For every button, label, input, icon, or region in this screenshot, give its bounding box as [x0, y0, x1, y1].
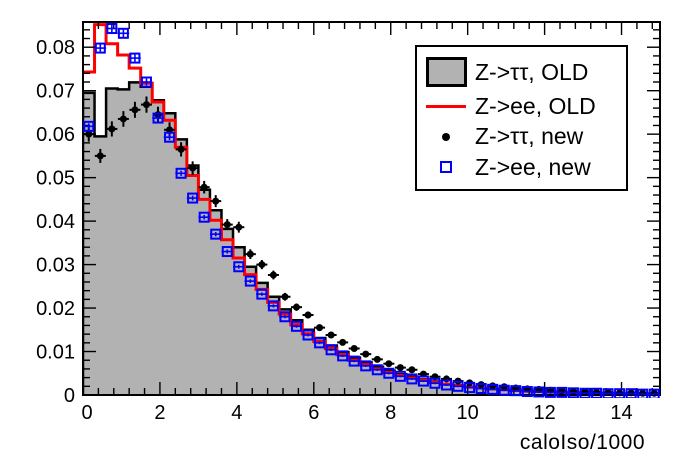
svg-text:12: 12	[533, 402, 555, 424]
svg-text:10: 10	[457, 402, 479, 424]
svg-text:4: 4	[231, 402, 242, 424]
svg-text:2: 2	[154, 402, 165, 424]
svg-text:0.06: 0.06	[36, 124, 75, 146]
svg-text:0.08: 0.08	[36, 37, 75, 59]
svg-text:0.07: 0.07	[36, 81, 75, 103]
svg-text:14: 14	[610, 402, 632, 424]
legend-label: Z->ee, OLD	[475, 92, 596, 119]
svg-text:0.05: 0.05	[36, 168, 75, 190]
svg-text:0.01: 0.01	[36, 342, 75, 364]
red-line-icon	[426, 104, 466, 108]
series-zee-new-markers	[82, 23, 661, 398]
legend-entry-ztt-old: Z->ττ, OLD	[417, 57, 626, 88]
legend-label: Z->ee, new	[475, 153, 591, 180]
legend-box: Z->ττ, OLD Z->ee, OLD Z->ττ, new Z->ee, …	[415, 45, 628, 191]
series-ztt-new-markers	[83, 96, 660, 397]
legend-entry-ztt-new: Z->ττ, new	[417, 125, 626, 148]
black-circle-marker-icon	[442, 132, 450, 141]
legend-entry-zee-new: Z->ee, new	[417, 153, 626, 180]
svg-text:0.02: 0.02	[36, 298, 75, 320]
legend-entry-zee-old: Z->ee, OLD	[417, 92, 626, 119]
gray-filled-box-icon	[425, 57, 467, 88]
svg-text:6: 6	[308, 402, 319, 424]
legend-label: Z->ττ, OLD	[475, 58, 589, 85]
blue-square-marker-icon	[440, 161, 452, 174]
svg-text:0: 0	[64, 385, 75, 407]
plot-frame	[82, 21, 661, 396]
svg-text:8: 8	[385, 402, 396, 424]
svg-text:0.03: 0.03	[36, 255, 75, 277]
svg-text:0.04: 0.04	[36, 211, 75, 233]
legend-label: Z->ττ, new	[475, 123, 584, 150]
x-axis-title: caloIso/1000	[519, 431, 645, 454]
svg-text:0: 0	[81, 402, 92, 424]
